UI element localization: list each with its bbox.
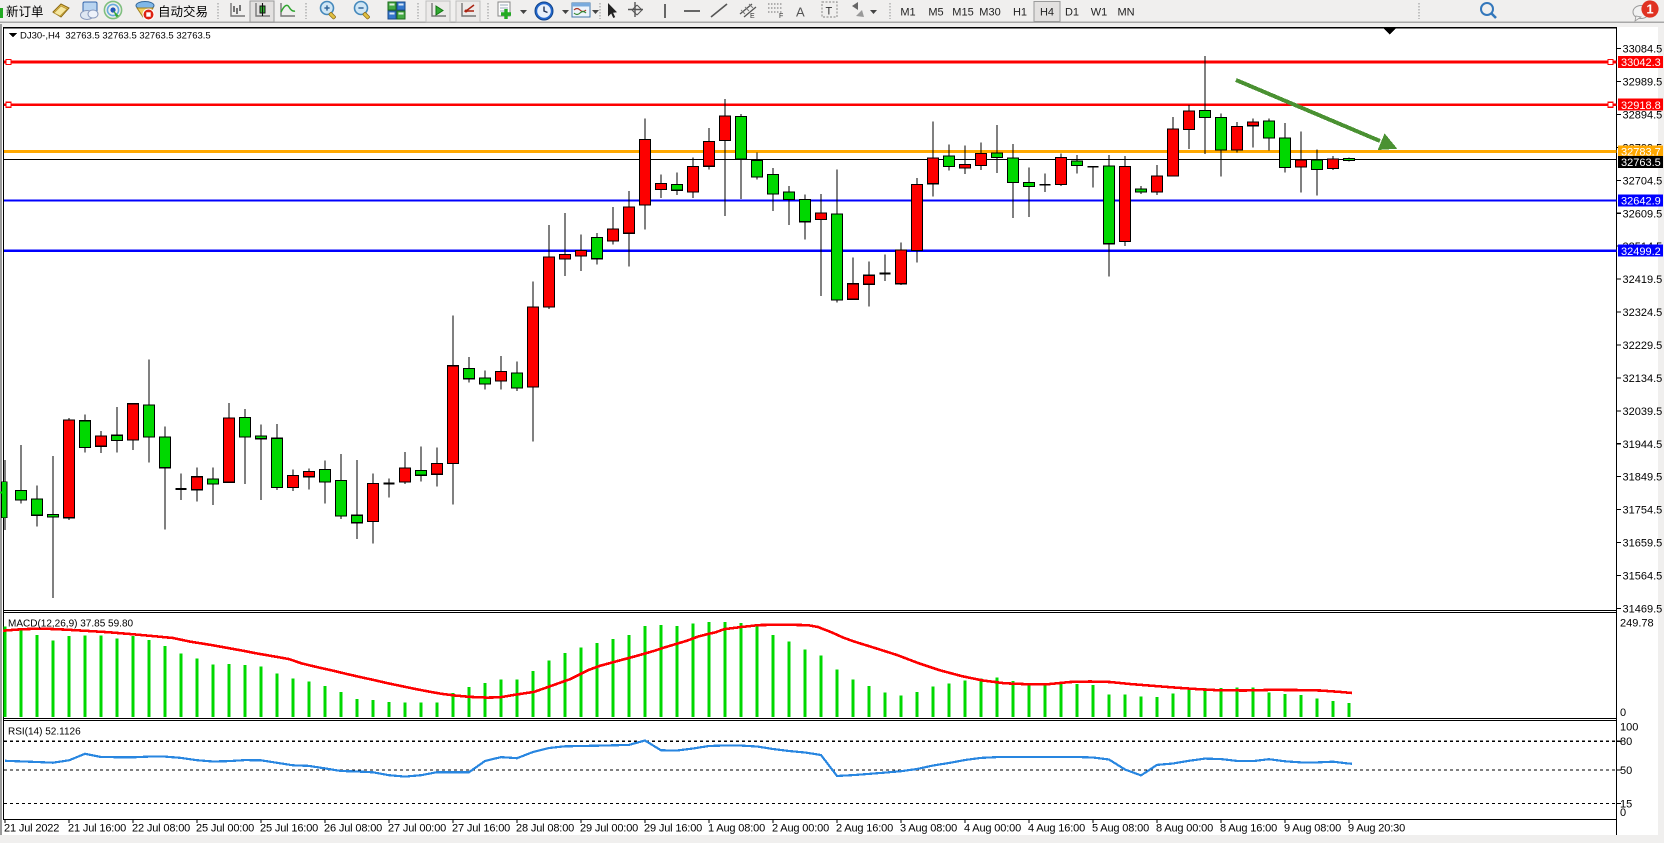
svg-text:15: 15 bbox=[1620, 799, 1632, 811]
svg-text:0: 0 bbox=[1620, 707, 1626, 719]
svg-text:32918.8: 32918.8 bbox=[1621, 100, 1661, 112]
svg-text:0: 0 bbox=[1620, 807, 1626, 819]
svg-text:8 Aug 16:00: 8 Aug 16:00 bbox=[1220, 823, 1277, 835]
svg-text:M5: M5 bbox=[928, 7, 943, 19]
svg-text:32763.5: 32763.5 bbox=[1621, 157, 1661, 169]
svg-text:D1: D1 bbox=[1065, 7, 1079, 19]
svg-text:21 Jul 2022: 21 Jul 2022 bbox=[4, 823, 59, 835]
svg-text:32704.5: 32704.5 bbox=[1623, 175, 1663, 187]
svg-text:27 Jul 00:00: 27 Jul 00:00 bbox=[388, 823, 446, 835]
svg-text:32499.2: 32499.2 bbox=[1621, 246, 1661, 258]
svg-text:5 Aug 08:00: 5 Aug 08:00 bbox=[1092, 823, 1149, 835]
svg-text:32894.5: 32894.5 bbox=[1623, 109, 1663, 121]
svg-text:9 Aug 08:00: 9 Aug 08:00 bbox=[1284, 823, 1341, 835]
svg-text:29 Jul 00:00: 29 Jul 00:00 bbox=[580, 823, 638, 835]
svg-text:MN: MN bbox=[1117, 7, 1134, 19]
svg-text:32989.5: 32989.5 bbox=[1623, 77, 1663, 89]
svg-text:32419.5: 32419.5 bbox=[1623, 274, 1663, 286]
svg-text:4 Aug 16:00: 4 Aug 16:00 bbox=[1028, 823, 1085, 835]
svg-text:100: 100 bbox=[1620, 722, 1638, 734]
svg-text:50: 50 bbox=[1620, 765, 1632, 777]
svg-text:27 Jul 16:00: 27 Jul 16:00 bbox=[452, 823, 510, 835]
svg-text:32783.7: 32783.7 bbox=[1621, 147, 1661, 159]
svg-text:31849.5: 31849.5 bbox=[1623, 472, 1663, 484]
svg-text:31944.5: 31944.5 bbox=[1623, 439, 1663, 451]
svg-text:80: 80 bbox=[1620, 736, 1632, 748]
svg-text:M1: M1 bbox=[900, 7, 915, 19]
svg-text:31754.5: 31754.5 bbox=[1623, 505, 1663, 517]
svg-text:29 Jul 16:00: 29 Jul 16:00 bbox=[644, 823, 702, 835]
svg-text:249.78: 249.78 bbox=[1620, 618, 1654, 630]
svg-text:1: 1 bbox=[1646, 2, 1653, 17]
svg-text:31659.5: 31659.5 bbox=[1623, 538, 1663, 550]
svg-text:31469.5: 31469.5 bbox=[1623, 603, 1663, 615]
svg-text:MACD(12,26,9) 37.85 59.80: MACD(12,26,9) 37.85 59.80 bbox=[8, 619, 134, 630]
svg-text:M15: M15 bbox=[952, 7, 973, 19]
svg-text:21 Jul 16:00: 21 Jul 16:00 bbox=[68, 823, 126, 835]
svg-text:T: T bbox=[826, 6, 833, 18]
svg-text:22 Jul 08:00: 22 Jul 08:00 bbox=[132, 823, 190, 835]
svg-text:32324.5: 32324.5 bbox=[1623, 307, 1663, 319]
svg-text:25 Jul 00:00: 25 Jul 00:00 bbox=[196, 823, 254, 835]
svg-text:F: F bbox=[779, 13, 783, 20]
svg-text:32642.9: 32642.9 bbox=[1621, 196, 1661, 208]
svg-text:33084.5: 33084.5 bbox=[1623, 44, 1663, 56]
svg-text:H4: H4 bbox=[1040, 7, 1054, 19]
svg-text:32039.5: 32039.5 bbox=[1623, 406, 1663, 418]
svg-text:M30: M30 bbox=[979, 7, 1000, 19]
svg-text:28 Jul 08:00: 28 Jul 08:00 bbox=[516, 823, 574, 835]
svg-text:A: A bbox=[796, 5, 805, 20]
svg-text:H1: H1 bbox=[1013, 7, 1027, 19]
svg-text:32229.5: 32229.5 bbox=[1623, 340, 1663, 352]
svg-text:RSI(14) 52.1126: RSI(14) 52.1126 bbox=[8, 727, 81, 738]
svg-text:25 Jul 16:00: 25 Jul 16:00 bbox=[260, 823, 318, 835]
svg-text:2 Aug 16:00: 2 Aug 16:00 bbox=[836, 823, 893, 835]
svg-text:新订单: 新订单 bbox=[6, 4, 44, 19]
svg-text:31564.5: 31564.5 bbox=[1623, 570, 1663, 582]
svg-text:W1: W1 bbox=[1091, 7, 1108, 19]
svg-text:DJ30-,H4 32763.5 32763.5 3276: DJ30-,H4 32763.5 32763.5 32763.5 32763.5 bbox=[20, 31, 211, 42]
svg-text:自动交易: 自动交易 bbox=[158, 4, 208, 19]
svg-text:1 Aug 08:00: 1 Aug 08:00 bbox=[708, 823, 765, 835]
svg-text:26 Jul 08:00: 26 Jul 08:00 bbox=[324, 823, 382, 835]
svg-text:8 Aug 00:00: 8 Aug 00:00 bbox=[1156, 823, 1213, 835]
svg-text:3 Aug 08:00: 3 Aug 08:00 bbox=[900, 823, 957, 835]
svg-text:2 Aug 00:00: 2 Aug 00:00 bbox=[772, 823, 829, 835]
svg-text:9 Aug 20:30: 9 Aug 20:30 bbox=[1348, 823, 1405, 835]
svg-text:33042.3: 33042.3 bbox=[1621, 57, 1661, 69]
svg-text:E: E bbox=[750, 13, 755, 20]
svg-text:4 Aug 00:00: 4 Aug 00:00 bbox=[964, 823, 1021, 835]
svg-text:32134.5: 32134.5 bbox=[1623, 373, 1663, 385]
svg-text:32609.5: 32609.5 bbox=[1623, 208, 1663, 220]
